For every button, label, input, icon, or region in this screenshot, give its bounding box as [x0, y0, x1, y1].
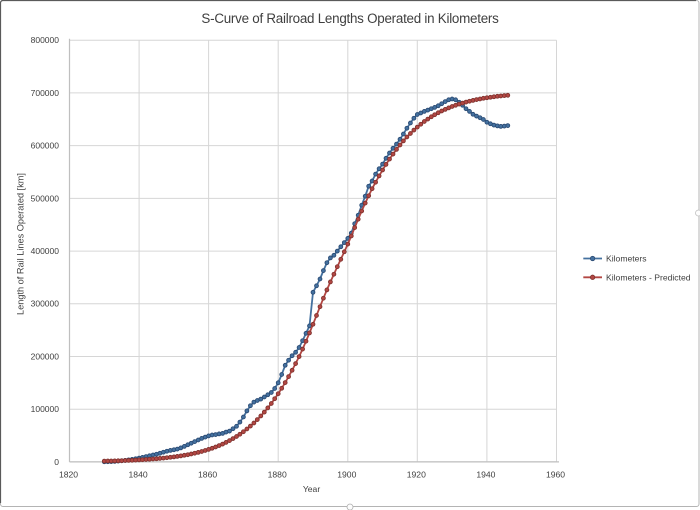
svg-text:Length of Rail Lines Operated: Length of Rail Lines Operated [km]	[15, 173, 25, 315]
svg-text:1900: 1900	[337, 469, 356, 479]
svg-text:700000: 700000	[31, 88, 60, 98]
svg-text:S-Curve of Railroad Lengths Op: S-Curve of Railroad Lengths Operated in …	[201, 11, 499, 26]
svg-text:200000: 200000	[31, 351, 60, 361]
svg-text:0: 0	[54, 457, 59, 467]
svg-text:300000: 300000	[31, 299, 60, 309]
svg-text:Year: Year	[303, 484, 321, 494]
svg-text:1960: 1960	[546, 469, 565, 479]
svg-text:500000: 500000	[31, 193, 60, 203]
svg-text:Kilometers - Predicted: Kilometers - Predicted	[606, 272, 691, 282]
svg-text:600000: 600000	[31, 141, 60, 151]
svg-text:1820: 1820	[59, 469, 78, 479]
svg-text:1940: 1940	[476, 469, 495, 479]
svg-text:400000: 400000	[31, 246, 60, 256]
svg-text:1920: 1920	[407, 469, 426, 479]
svg-text:100000: 100000	[31, 404, 60, 414]
svg-text:1880: 1880	[268, 469, 287, 479]
svg-text:1840: 1840	[129, 469, 148, 479]
svg-text:1860: 1860	[198, 469, 217, 479]
svg-text:Kilometers: Kilometers	[606, 254, 647, 264]
svg-text:800000: 800000	[31, 35, 60, 45]
